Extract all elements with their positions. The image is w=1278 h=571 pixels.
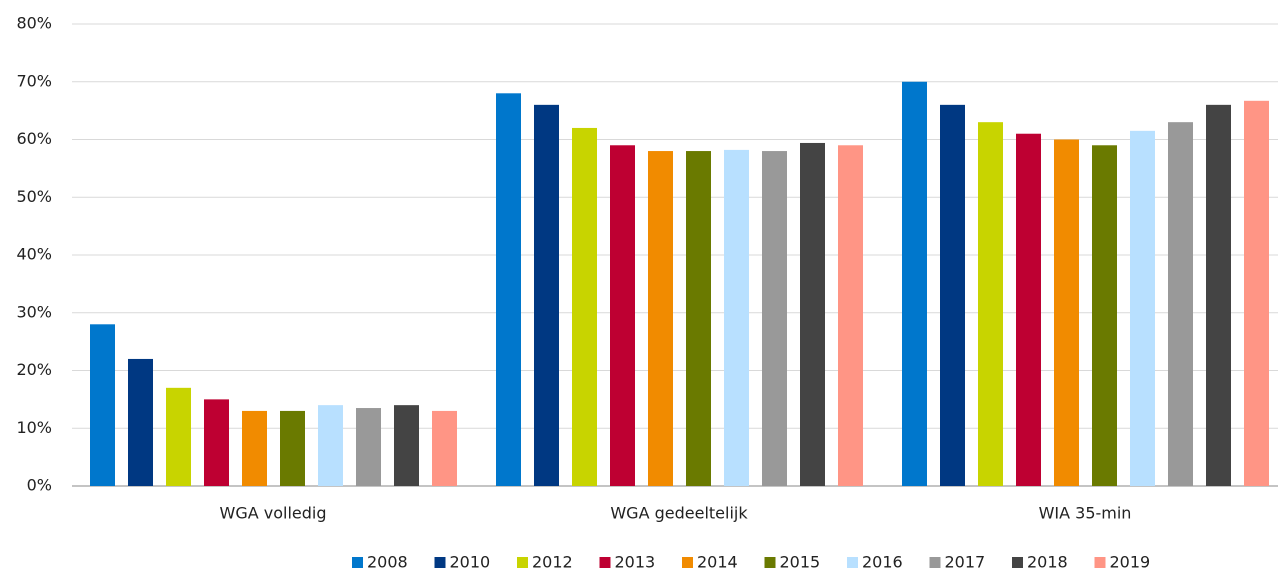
legend-swatch: [682, 557, 693, 568]
bar: [902, 81, 927, 486]
bar: [1054, 139, 1079, 486]
bar: [1168, 122, 1193, 487]
legend-swatch: [599, 557, 611, 568]
bar: [724, 149, 749, 486]
y-tick-label: 70%: [16, 71, 52, 90]
bar: [242, 410, 267, 486]
legend-swatch: [764, 557, 776, 568]
legend-label: 2010: [450, 553, 491, 571]
legend-label: 2016: [862, 553, 903, 571]
bar: [1244, 100, 1269, 487]
legend-label: 2017: [945, 553, 986, 571]
x-tick-label: WIA 35-min: [1039, 504, 1132, 523]
legend-swatch: [1012, 557, 1023, 568]
y-tick-label: 0%: [27, 476, 52, 495]
legend-swatch: [434, 557, 446, 568]
legend-label: 2013: [615, 553, 656, 571]
x-tick-label: WGA gedeeltelijk: [610, 504, 748, 523]
bar: [534, 104, 559, 486]
bar: [838, 145, 863, 486]
bar: [356, 408, 381, 486]
legend-label: 2015: [780, 553, 821, 571]
bar: [128, 358, 153, 486]
bar: [432, 410, 457, 486]
legend-label: 2008: [367, 553, 408, 571]
legend-swatch: [929, 557, 941, 568]
legend-label: 2014: [697, 553, 738, 571]
legend-swatch: [847, 557, 858, 568]
x-tick-label: WGA volledig: [220, 504, 327, 523]
bar: [1130, 130, 1155, 486]
legend-swatch: [352, 557, 363, 568]
y-tick-label: 30%: [16, 302, 52, 321]
legend-swatch: [517, 557, 528, 568]
y-tick-label: 20%: [16, 360, 52, 379]
y-tick-label: 10%: [16, 418, 52, 437]
bar: [762, 151, 787, 487]
bar: [800, 142, 825, 486]
bar: [648, 151, 673, 487]
y-tick-label: 40%: [16, 245, 52, 264]
legend-label: 2012: [532, 553, 573, 571]
bar: [318, 405, 343, 486]
bar: [1016, 133, 1041, 486]
bar: [940, 104, 965, 486]
legend-label: 2018: [1027, 553, 1068, 571]
y-tick-label: 80%: [16, 14, 52, 33]
bar: [280, 410, 305, 486]
bar: [978, 122, 1003, 487]
bar: [90, 324, 115, 486]
bar: [572, 127, 597, 486]
legend-label: 2019: [1110, 553, 1151, 571]
bar: [610, 145, 635, 486]
bar: [394, 405, 419, 486]
bar: [1206, 104, 1231, 486]
bar: [496, 93, 521, 487]
bar: [1092, 145, 1117, 486]
y-tick-label: 50%: [16, 187, 52, 206]
legend-swatch: [1094, 557, 1106, 568]
bar: [166, 387, 191, 486]
bar: [204, 399, 229, 486]
y-tick-label: 60%: [16, 129, 52, 148]
bar: [686, 151, 711, 487]
